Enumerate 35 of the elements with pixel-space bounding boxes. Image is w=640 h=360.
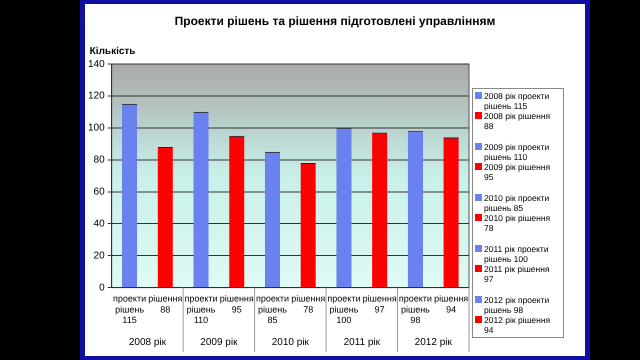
legend-label: 2008 рік рішення 88: [484, 111, 552, 131]
y-tick-label: 120: [88, 90, 106, 102]
x-tick-label: проекти рішень 85: [256, 293, 290, 326]
x-tick-label: рішення 78: [291, 293, 326, 314]
legend-label: 2011 рік проекти рішень 100: [484, 244, 550, 264]
y-tick-label: 100: [88, 122, 106, 134]
x-tick-label: рішення 94: [434, 293, 468, 314]
x-tick-label: проекти рішень 98: [398, 293, 432, 326]
y-tick-label: 20: [94, 250, 106, 262]
legend-label: 2010 рік рішення 78: [484, 213, 552, 233]
x-tick-label: рішення 97: [362, 293, 397, 314]
text: 2012 рік: [414, 336, 452, 348]
legend-label: 2010 рік проекти рішень 85: [484, 193, 550, 213]
legend-label: 2009 рік рішення 95: [484, 162, 552, 182]
y-tick-label: 40: [94, 218, 106, 230]
legend-label: 2009 рік проекти рішень 110: [484, 142, 550, 162]
x-tick-label: рішення 88: [148, 293, 182, 314]
legend-label: 2012 рік проекти рішень 98: [484, 295, 550, 315]
legend-label: 2011 рік рішення 97: [484, 264, 550, 284]
x-tick-label: проекти рішень 115: [113, 293, 146, 326]
text: 2008 рік: [128, 336, 167, 348]
x-tick-label: рішення 95: [220, 293, 254, 314]
x-tick-label: проекти рішень 110: [184, 293, 218, 326]
text: 2011 рік: [344, 336, 381, 348]
y-tick-label: 140: [88, 58, 106, 70]
legend-label: 2012 рік рішення 94: [484, 315, 552, 335]
text: 2009 рік: [200, 336, 238, 348]
text: 2010 рік: [272, 336, 310, 348]
x-tick-label: проекти рішень 100: [327, 293, 360, 326]
y-tick-label: 0: [99, 282, 106, 294]
chart-title: Проекти рішень та рішення підготовлені управлінням: [174, 14, 496, 28]
y-tick-label: 80: [94, 154, 106, 166]
y-tick-label: 60: [94, 186, 106, 198]
legend-label: 2008 рік проекти рішень 115: [484, 91, 550, 111]
y-axis-title: Кількість: [90, 46, 136, 57]
